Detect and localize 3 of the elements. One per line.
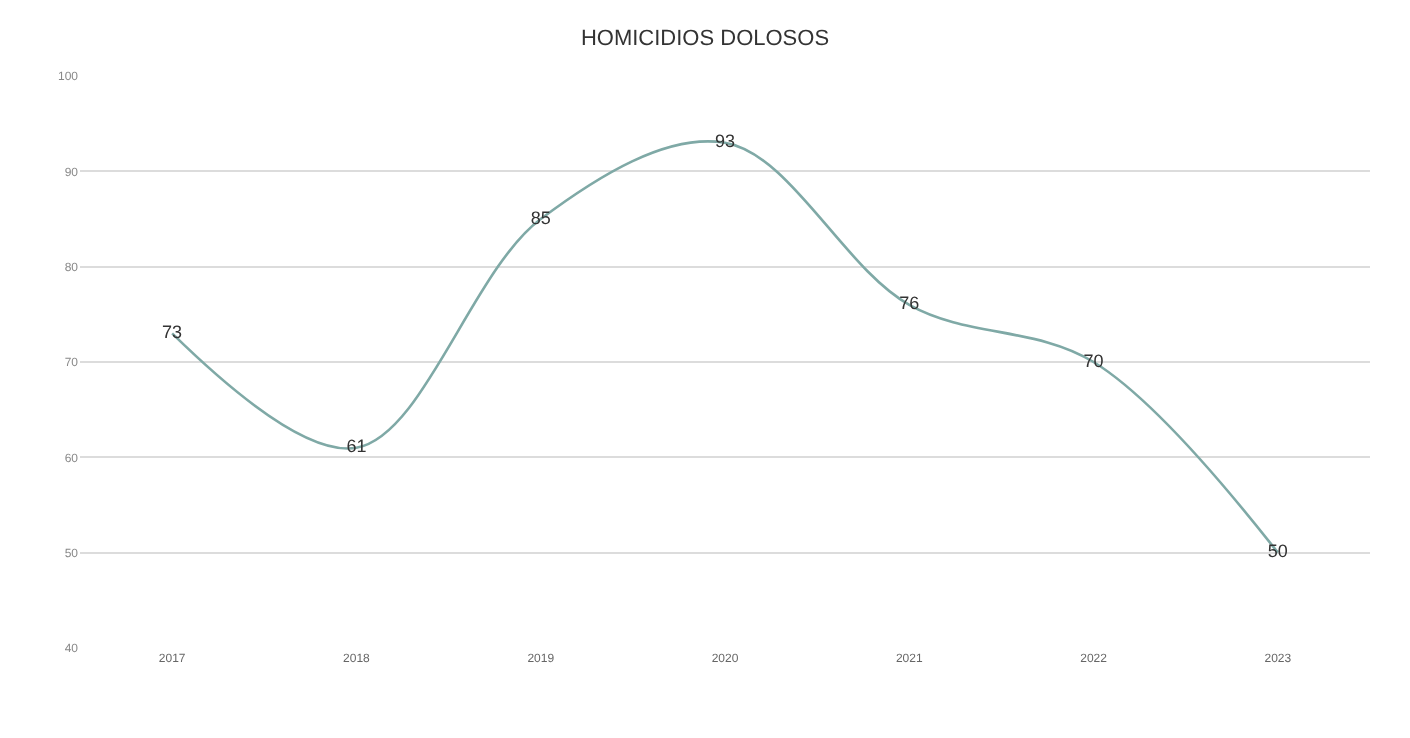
- data-label: 50: [1267, 541, 1288, 562]
- data-label: 73: [162, 321, 183, 342]
- chart-title: HOMICIDIOS DOLOSOS: [580, 26, 830, 51]
